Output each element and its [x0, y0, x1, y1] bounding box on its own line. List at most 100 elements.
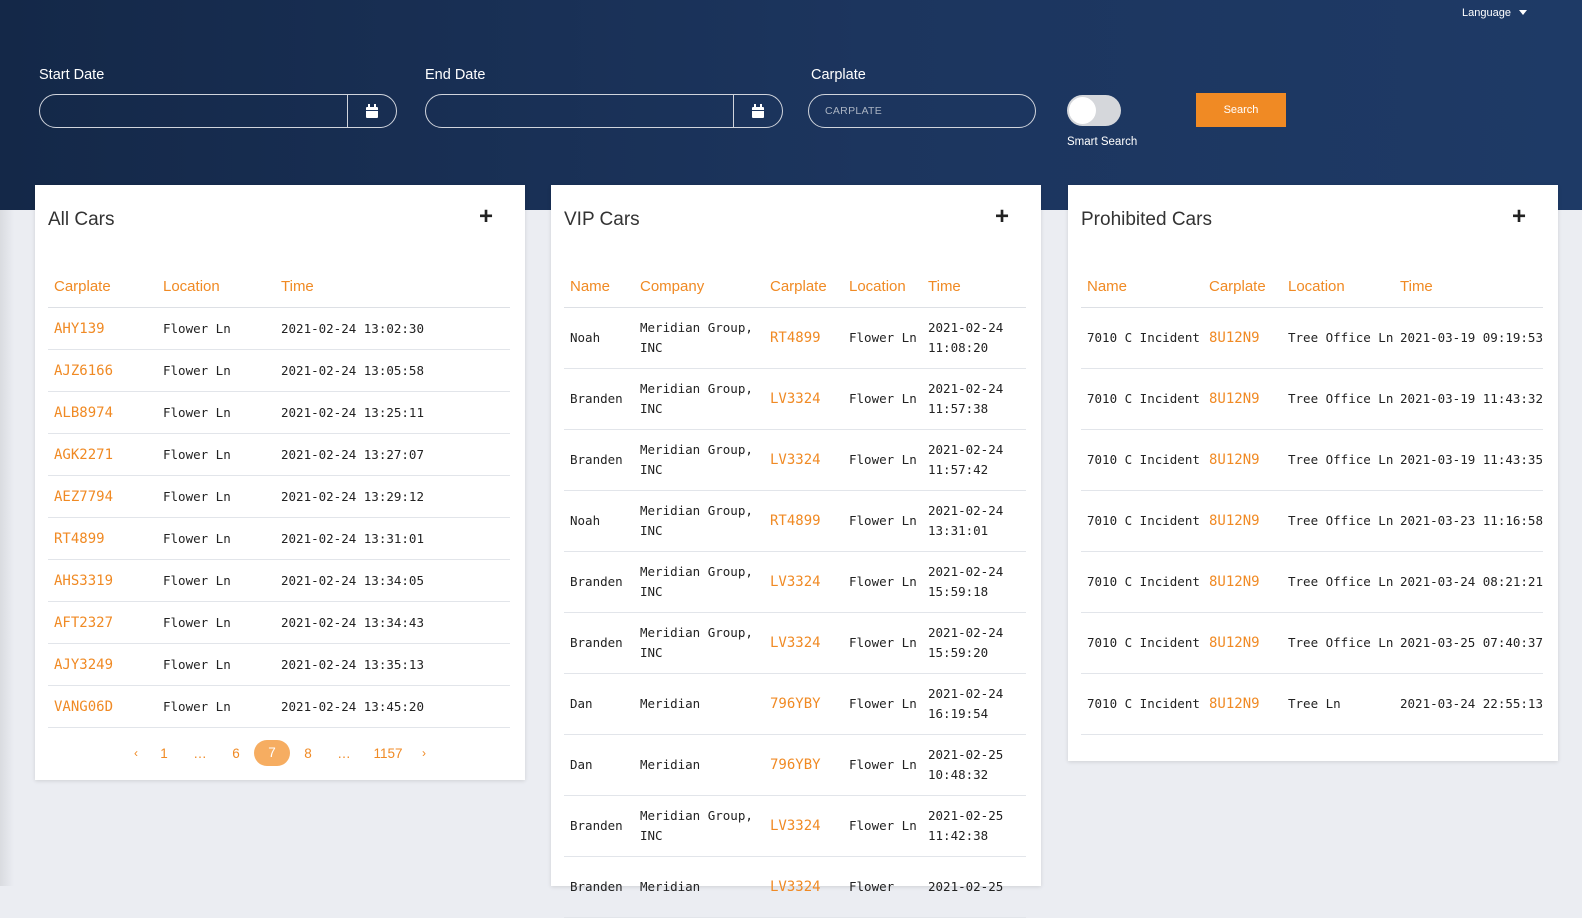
carplate-cell[interactable]: RT4899 [764, 307, 843, 369]
table-cell: 7010 C Incident [1081, 490, 1203, 552]
carplate-cell[interactable]: 8U12N9 [1203, 612, 1282, 674]
table-row[interactable]: VANG06D Flower Ln 2021-02-24 13:45:20 [48, 685, 510, 728]
table-row[interactable]: 7010 C Incident 8U12N9 Tree Office Ln 2021-… [1081, 429, 1543, 491]
table-cell: 2021-02-24 16:19:54 [922, 673, 1026, 735]
plus-icon[interactable]: + [478, 203, 493, 230]
table-cell: Flower Ln [157, 433, 275, 476]
table-cell: Flower [843, 856, 922, 918]
carplate-cell[interactable]: AHS3319 [48, 559, 157, 602]
column-header: Company [634, 265, 764, 308]
carplate-cell[interactable]: AHY139 [48, 307, 157, 350]
table-cell: Meridian Group, INC [634, 368, 764, 430]
carplate-cell[interactable]: LV3324 [764, 612, 843, 674]
table-cell: 7010 C Incident [1081, 673, 1203, 735]
pagination-ellipsis: … [337, 745, 351, 761]
carplate-cell[interactable]: RT4899 [764, 490, 843, 552]
table-cell: Meridian Group, INC [634, 429, 764, 491]
carplate-cell[interactable]: 8U12N9 [1203, 673, 1282, 735]
plus-icon[interactable]: + [1511, 203, 1526, 230]
carplate-cell[interactable]: AFT2327 [48, 601, 157, 644]
carplate-cell[interactable]: 796YBY [764, 673, 843, 735]
carplate-cell[interactable]: 8U12N9 [1203, 429, 1282, 491]
carplate-cell[interactable]: 8U12N9 [1203, 368, 1282, 430]
carplate-cell[interactable]: AJZ6166 [48, 349, 157, 392]
plus-icon[interactable]: + [994, 203, 1009, 230]
pagination-page[interactable]: 8 [304, 745, 312, 761]
all-cars-table: Carplate Location Time AHY139 Flower Ln 2021… [48, 265, 510, 728]
table-row[interactable]: ALB8974 Flower Ln 2021-02-24 13:25:11 [48, 391, 510, 434]
table-row[interactable]: AFT2327 Flower Ln 2021-02-24 13:34:43 [48, 601, 510, 644]
table-row[interactable]: 7010 C Incident 8U12N9 Tree Office Ln 2021-… [1081, 490, 1543, 552]
carplate-cell[interactable]: AEZ7794 [48, 475, 157, 518]
table-row[interactable]: 7010 C Incident 8U12N9 Tree Office Ln 2021-… [1081, 368, 1543, 430]
carplate-cell[interactable]: 8U12N9 [1203, 490, 1282, 552]
table-cell: 2021-02-24 13:31:01 [922, 490, 1026, 552]
table-row[interactable]: AHS3319 Flower Ln 2021-02-24 13:34:05 [48, 559, 510, 602]
table-row[interactable]: AGK2271 Flower Ln 2021-02-24 13:27:07 [48, 433, 510, 476]
page-edge-shade [0, 210, 14, 886]
column-header: Location [157, 265, 275, 308]
table-row[interactable]: AEZ7794 Flower Ln 2021-02-24 13:29:12 [48, 475, 510, 518]
vip-cars-card: VIP Cars + Name Company Carplate Location Ti… [551, 185, 1041, 918]
carplate-cell[interactable]: RT4899 [48, 517, 157, 560]
language-dropdown[interactable]: Language [1462, 7, 1527, 19]
table-header-row: Name Carplate Location Time [1081, 265, 1543, 308]
carplate-cell[interactable]: 8U12N9 [1203, 551, 1282, 613]
table-row[interactable]: Branden Meridian Group, INC LV3324 Flower L… [564, 612, 1026, 674]
table-row[interactable]: 7010 C Incident 8U12N9 Tree Office Ln 2021-… [1081, 307, 1543, 369]
carplate-cell[interactable]: VANG06D [48, 685, 157, 728]
pagination-page[interactable]: 6 [232, 745, 240, 761]
end-date-input[interactable] [425, 94, 783, 128]
table-row[interactable]: Branden Meridian Group, INC LV3324 Flower L… [564, 795, 1026, 857]
table-row[interactable]: RT4899 Flower Ln 2021-02-24 13:31:01 [48, 517, 510, 560]
smart-search-label: Smart Search [1067, 136, 1138, 148]
table-cell: Branden [564, 551, 634, 613]
table-cell: 2021-02-24 11:57:42 [922, 429, 1026, 491]
start-date-input[interactable] [39, 94, 397, 128]
pagination-page[interactable]: 7 [254, 740, 290, 766]
start-date-calendar-button[interactable] [347, 95, 396, 127]
carplate-cell[interactable]: LV3324 [764, 551, 843, 613]
table-row[interactable]: Branden Meridian Group, INC LV3324 Flower L… [564, 551, 1026, 613]
table-row[interactable]: 7010 C Incident 8U12N9 Tree Office Ln 2021-… [1081, 551, 1543, 613]
column-header: Location [843, 265, 922, 308]
table-row[interactable]: Dan Meridian 796YBY Flower Ln 2021-02-24 16:… [564, 673, 1026, 735]
carplate-cell[interactable]: 796YBY [764, 734, 843, 796]
table-cell: 2021-02-24 13:35:13 [275, 643, 510, 686]
table-cell: Meridian [634, 856, 764, 918]
pagination-page[interactable]: 1 [160, 745, 168, 761]
table-row[interactable]: AJZ6166 Flower Ln 2021-02-24 13:05:58 [48, 349, 510, 392]
table-row[interactable]: Branden Meridian LV3324 Flower 2021-02-25 [564, 856, 1026, 918]
end-date-calendar-button[interactable] [733, 95, 782, 127]
pagination-page[interactable]: 1157 [373, 745, 403, 761]
carplate-cell[interactable]: AGK2271 [48, 433, 157, 476]
table-row[interactable]: Noah Meridian Group, INC RT4899 Flower Ln 20… [564, 490, 1026, 552]
smart-search-toggle[interactable] [1067, 95, 1121, 126]
carplate-cell[interactable]: 8U12N9 [1203, 307, 1282, 369]
table-cell: Tree Office Ln [1282, 551, 1394, 613]
table-row[interactable]: Branden Meridian Group, INC LV3324 Flower L… [564, 368, 1026, 430]
start-date-label: Start Date [39, 67, 105, 83]
table-row[interactable]: 7010 C Incident 8U12N9 Tree Ln 2021-03-24 2… [1081, 673, 1543, 735]
carplate-cell[interactable]: LV3324 [764, 368, 843, 430]
table-row[interactable]: Branden Meridian Group, INC LV3324 Flower L… [564, 429, 1026, 491]
table-row[interactable]: Noah Meridian Group, INC RT4899 Flower Ln 20… [564, 307, 1026, 369]
carplate-cell[interactable]: LV3324 [764, 856, 843, 918]
pagination-prev[interactable]: ‹ [134, 746, 138, 760]
pagination-next[interactable]: › [422, 746, 426, 760]
table-cell: Flower Ln [843, 551, 922, 613]
table-cell: Flower Ln [843, 368, 922, 430]
table-row[interactable]: AJY3249 Flower Ln 2021-02-24 13:35:13 [48, 643, 510, 686]
carplate-input[interactable]: CARPLATE [808, 94, 1036, 128]
table-row[interactable]: AHY139 Flower Ln 2021-02-24 13:02:30 [48, 307, 510, 350]
carplate-cell[interactable]: LV3324 [764, 795, 843, 857]
carplate-cell[interactable]: LV3324 [764, 429, 843, 491]
table-cell: Flower Ln [157, 685, 275, 728]
search-button[interactable]: Search [1196, 93, 1286, 127]
table-cell: Noah [564, 307, 634, 369]
table-cell: 2021-02-24 13:05:58 [275, 349, 510, 392]
table-row[interactable]: 7010 C Incident 8U12N9 Tree Office Ln 2021-… [1081, 612, 1543, 674]
carplate-cell[interactable]: AJY3249 [48, 643, 157, 686]
carplate-cell[interactable]: ALB8974 [48, 391, 157, 434]
table-row[interactable]: Dan Meridian 796YBY Flower Ln 2021-02-25 10:… [564, 734, 1026, 796]
